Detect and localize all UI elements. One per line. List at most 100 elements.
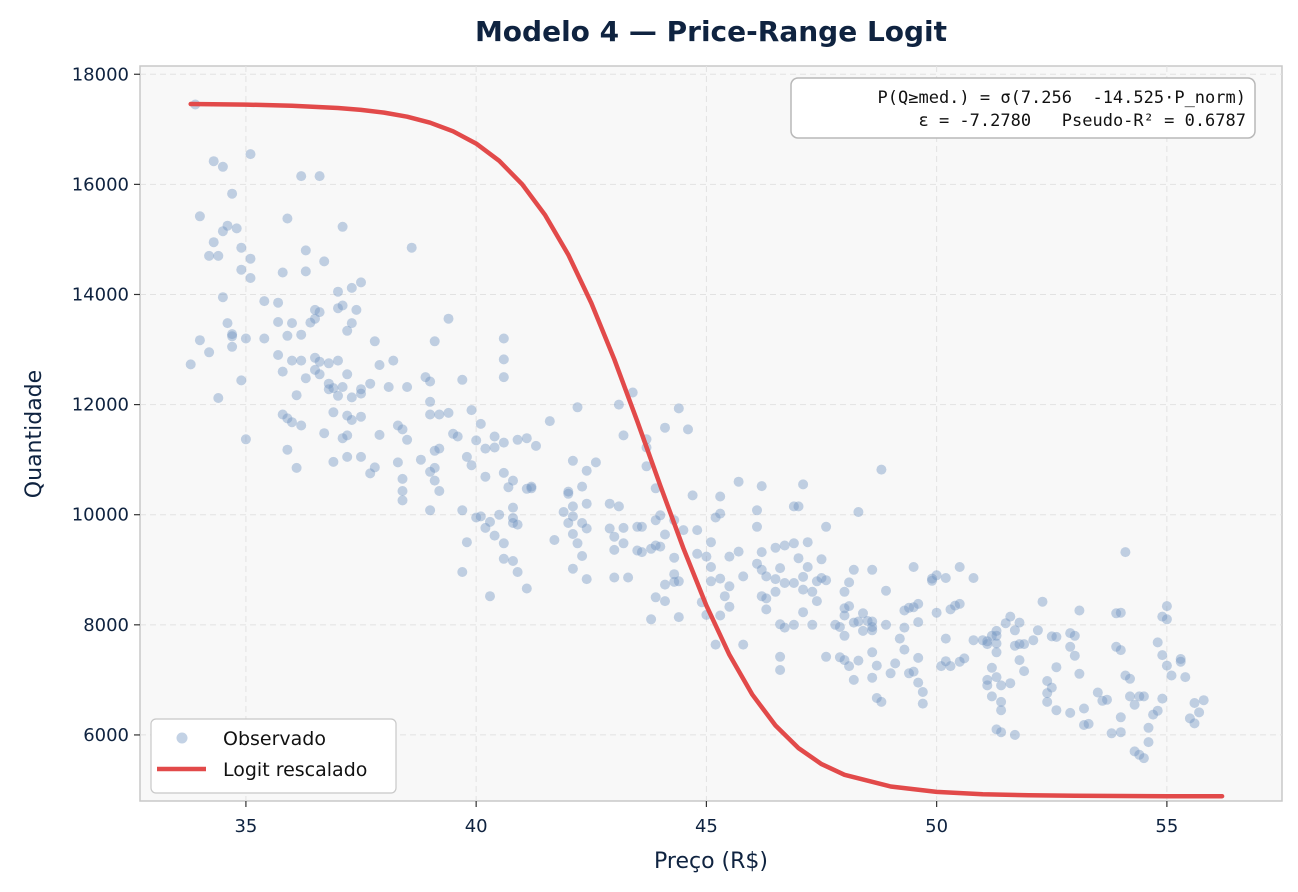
data-point <box>185 359 196 370</box>
data-point <box>236 264 247 275</box>
data-point <box>356 451 366 462</box>
data-point <box>871 660 882 671</box>
data-point <box>641 461 652 472</box>
y-tick-label: 8000 <box>83 615 129 636</box>
data-point <box>636 547 647 558</box>
data-point <box>669 576 680 587</box>
data-point <box>996 696 1007 707</box>
data-point <box>577 518 588 528</box>
data-point <box>1009 640 1020 651</box>
data-point <box>397 495 408 506</box>
data-point <box>1014 655 1025 666</box>
data-point <box>788 538 799 549</box>
data-point <box>277 366 288 377</box>
data-point <box>296 171 307 182</box>
data-point <box>489 431 500 442</box>
data-point <box>867 564 878 575</box>
data-point <box>1175 654 1186 664</box>
data-point <box>853 507 864 517</box>
annotation-box: P(Q≥med.) = σ(7.256 -14.525·P_norm) ε = … <box>790 77 1256 139</box>
data-point <box>480 471 491 482</box>
data-point <box>273 297 284 308</box>
data-point <box>508 513 518 523</box>
data-point <box>231 223 242 234</box>
data-point <box>425 396 436 407</box>
data-point <box>798 584 809 595</box>
data-point <box>503 482 514 493</box>
data-point <box>1042 676 1053 686</box>
data-point <box>940 573 951 583</box>
data-point <box>1134 749 1145 760</box>
data-point <box>867 625 878 636</box>
x-tick-label: 50 <box>925 816 948 837</box>
data-point <box>604 523 615 534</box>
data-point <box>282 213 293 224</box>
data-point <box>1111 608 1122 619</box>
data-point <box>834 622 845 632</box>
data-point <box>1009 729 1020 740</box>
data-point <box>867 616 878 627</box>
data-point <box>319 256 330 267</box>
data-point <box>775 619 786 630</box>
data-point <box>282 444 293 455</box>
data-point <box>733 546 744 557</box>
data-point <box>724 601 735 612</box>
data-point <box>834 652 845 663</box>
data-point <box>650 540 661 551</box>
data-point <box>305 317 316 328</box>
data-point <box>706 537 716 548</box>
data-point <box>609 572 620 583</box>
data-point <box>655 541 666 552</box>
data-point <box>982 674 993 685</box>
data-point <box>245 273 256 283</box>
data-point <box>397 486 408 496</box>
data-point <box>940 656 951 667</box>
data-point <box>844 577 855 588</box>
data-point <box>908 602 919 613</box>
data-point <box>618 430 629 441</box>
data-point <box>775 563 786 574</box>
data-point <box>899 644 910 655</box>
data-point <box>1111 641 1122 652</box>
data-point <box>761 593 772 604</box>
data-point <box>770 574 781 585</box>
data-point <box>333 286 343 297</box>
data-point <box>452 431 463 442</box>
data-point <box>208 237 219 248</box>
data-point <box>333 390 343 401</box>
data-point <box>369 336 380 347</box>
data-point <box>908 666 919 677</box>
data-point <box>899 605 910 616</box>
data-point <box>636 521 647 532</box>
data-point <box>351 304 362 315</box>
data-point <box>968 573 979 583</box>
data-point <box>397 473 408 484</box>
y-tick-label: 18000 <box>72 64 129 85</box>
data-point <box>719 591 730 602</box>
data-point <box>1079 703 1089 714</box>
data-point <box>604 498 615 509</box>
data-point <box>890 658 901 669</box>
y-tick-label: 14000 <box>72 284 129 305</box>
data-point <box>669 569 680 580</box>
data-point <box>701 551 712 562</box>
data-point <box>1194 707 1205 718</box>
data-point <box>323 358 334 369</box>
data-point <box>1005 611 1016 622</box>
data-point <box>572 538 583 549</box>
data-point <box>931 570 942 581</box>
data-point <box>788 501 799 512</box>
data-point <box>319 428 330 439</box>
data-point <box>342 451 353 462</box>
data-point <box>204 250 215 261</box>
data-point <box>296 329 307 340</box>
legend-label-observed: Observado <box>223 728 326 750</box>
data-point <box>756 564 767 575</box>
data-point <box>1083 718 1094 729</box>
data-point <box>756 481 767 492</box>
x-tick-label: 40 <box>465 816 488 837</box>
plot-area <box>139 65 1283 802</box>
data-point <box>356 388 366 399</box>
data-point <box>508 502 518 513</box>
data-point <box>425 409 436 420</box>
